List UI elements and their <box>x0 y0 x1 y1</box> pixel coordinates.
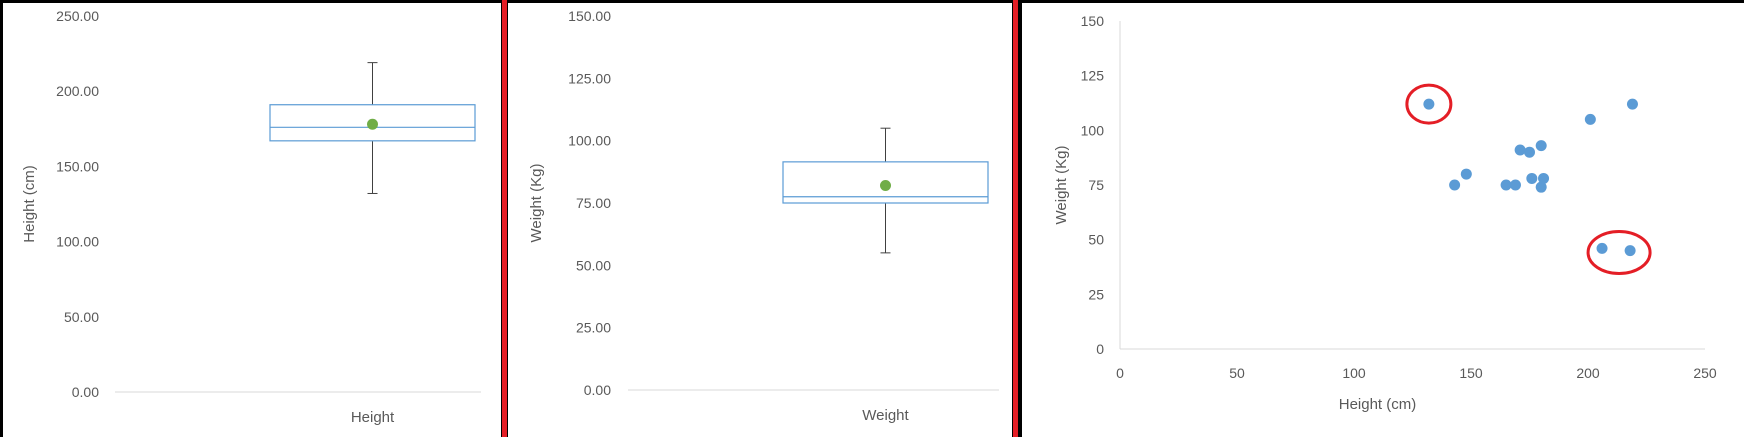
y-tick-label: 50.00 <box>576 257 611 273</box>
height-weight-scatter-panel: 0 25 50 75 100 125 150 0 50 100 150 200 250 Height (c… <box>1022 3 1744 437</box>
y-axis-label: Weight (Kg) <box>528 164 545 243</box>
x-tick-label: 50 <box>1229 365 1245 381</box>
weight-boxplot-panel: 0.00 25.00 50.00 75.00 100.00 125.00 150.00 Wei… <box>508 3 1012 437</box>
x-tick-label: 0 <box>1116 365 1124 381</box>
scatter-point <box>1509 179 1521 191</box>
height-weight-scatter: 0 25 50 75 100 125 150 0 50 100 150 200 250 Height (c… <box>1053 13 1717 413</box>
y-tick-label: 0.00 <box>584 382 611 398</box>
outlier-highlight-ellipse <box>1586 230 1652 276</box>
x-tick-label: 100 <box>1342 365 1366 381</box>
y-axis-label: Weight (Kg) <box>1053 146 1070 225</box>
height-boxplot-panel: 0.00 50.00 100.00 150.00 200.00 250.00 Height H… <box>3 3 501 437</box>
x-category-label: Height <box>351 409 395 426</box>
y-tick-label: 100.00 <box>56 234 99 250</box>
x-tick-label: 200 <box>1576 365 1600 381</box>
y-tick-label: 50.00 <box>64 309 99 325</box>
scatter-point <box>1535 140 1547 152</box>
x-tick-label: 150 <box>1459 365 1483 381</box>
y-tick-label: 0.00 <box>72 384 99 400</box>
y-tick-label: 125.00 <box>568 70 611 86</box>
y-tick-label: 100 <box>1081 122 1105 138</box>
y-tick-label: 150.00 <box>56 158 99 174</box>
scatter-point <box>1584 113 1596 125</box>
x-category-label: Weight <box>862 407 909 424</box>
mean-marker <box>880 180 891 192</box>
scatter-point <box>1423 98 1435 110</box>
x-tick-label: 250 <box>1693 365 1717 381</box>
y-tick-label: 150.00 <box>568 8 611 24</box>
y-tick-label: 250.00 <box>56 8 99 24</box>
y-tick-label: 0 <box>1096 341 1104 357</box>
scatter-point <box>1514 144 1526 156</box>
mean-marker <box>367 118 378 130</box>
weight-boxplot: 0.00 25.00 50.00 75.00 100.00 125.00 150.00 Wei… <box>528 8 999 424</box>
y-tick-label: 50 <box>1088 232 1104 248</box>
y-tick-label: 75.00 <box>576 195 611 211</box>
outlier-highlight-ellipse <box>1405 83 1453 125</box>
y-tick-label: 125 <box>1081 68 1105 84</box>
y-tick-label: 200.00 <box>56 83 99 99</box>
height-boxplot: 0.00 50.00 100.00 150.00 200.00 250.00 Height H… <box>21 8 481 426</box>
panel-separator <box>502 0 507 437</box>
scatter-point <box>1535 181 1547 193</box>
y-axis-label: Height (cm) <box>21 165 38 243</box>
scatter-point <box>1596 242 1608 254</box>
scatter-point <box>1526 172 1538 184</box>
scatter-point <box>1460 168 1472 180</box>
y-tick-label: 25 <box>1088 286 1104 302</box>
scatter-point <box>1624 245 1636 257</box>
y-tick-label: 75 <box>1088 177 1104 193</box>
scatter-point <box>1626 98 1638 110</box>
y-tick-label: 100.00 <box>568 133 611 149</box>
x-axis-label: Height (cm) <box>1339 396 1417 413</box>
y-tick-label: 150 <box>1081 13 1105 29</box>
scatter-point <box>1538 172 1550 184</box>
scatter-point <box>1500 179 1512 191</box>
y-tick-label: 25.00 <box>576 320 611 336</box>
scatter-point <box>1524 146 1535 158</box>
panel-separator <box>1013 0 1018 437</box>
scatter-point <box>1449 179 1461 191</box>
